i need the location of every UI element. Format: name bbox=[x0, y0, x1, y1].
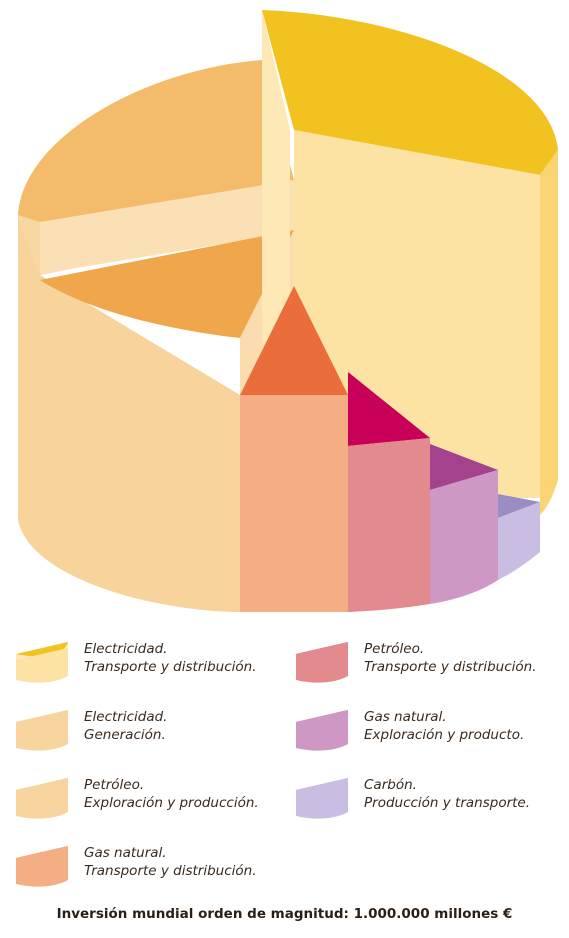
legend-item-gas-natural-transporte: Gas natural. Transporte y distribución. bbox=[14, 844, 257, 888]
legend-line1: Gas natural. bbox=[364, 709, 447, 725]
legend-item-carbon: Carbón. Producción y transporte. bbox=[294, 776, 530, 820]
legend-item-electricidad-transporte: Electricidad. Transporte y distribución. bbox=[14, 640, 257, 684]
legend-line1: Carbón. bbox=[364, 777, 417, 793]
legend-item-petroleo-transporte: Petróleo. Transporte y distribución. bbox=[294, 640, 537, 684]
legend-line1: Gas natural. bbox=[84, 845, 167, 861]
legend-line1: Electricidad. bbox=[84, 641, 168, 657]
legend-label: Petróleo. Exploración y producción. bbox=[84, 776, 259, 812]
legend-swatch bbox=[296, 642, 348, 683]
legend-line2: Transporte y distribución. bbox=[364, 659, 537, 675]
legend: Electricidad. Transporte y distribución.… bbox=[0, 630, 569, 900]
legend-label: Gas natural. Transporte y distribución. bbox=[84, 844, 257, 880]
legend-label: Electricidad. Transporte y distribución. bbox=[84, 640, 257, 676]
legend-swatch bbox=[296, 710, 348, 751]
legend-line2: Generación. bbox=[84, 727, 166, 743]
pie-slice-carbon bbox=[498, 494, 540, 580]
legend-line2: Exploración y producto. bbox=[364, 727, 525, 743]
legend-line2: Exploración y producción. bbox=[84, 795, 259, 811]
legend-item-petroleo-exploracion: Petróleo. Exploración y producción. bbox=[14, 776, 259, 820]
legend-label: Carbón. Producción y transporte. bbox=[364, 776, 530, 812]
legend-swatch bbox=[296, 778, 348, 819]
pie-slice-petroleo-transporte bbox=[348, 372, 430, 612]
legend-line2: Producción y transporte. bbox=[364, 795, 531, 811]
legend-label: Electricidad. Generación. bbox=[84, 708, 167, 744]
legend-item-gas-natural-exploracion: Gas natural. Exploración y producto. bbox=[294, 708, 524, 752]
legend-swatch bbox=[16, 846, 68, 887]
pie-slice-electricidad-generacion bbox=[18, 60, 294, 612]
legend-line1: Petróleo. bbox=[84, 777, 145, 793]
legend-line1: Petróleo. bbox=[364, 641, 425, 657]
legend-swatch bbox=[16, 642, 68, 683]
legend-item-electricidad-generacion: Electricidad. Generación. bbox=[14, 708, 167, 752]
legend-swatch bbox=[16, 778, 68, 819]
legend-line2: Transporte y distribución. bbox=[84, 659, 257, 675]
legend-label: Petróleo. Transporte y distribución. bbox=[364, 640, 537, 676]
legend-line2: Transporte y distribución. bbox=[84, 863, 257, 879]
pie-chart bbox=[18, 10, 558, 612]
legend-line1: Electricidad. bbox=[84, 709, 168, 725]
legend-swatch bbox=[16, 710, 68, 751]
pie-slice-gas-natural-exploracion bbox=[430, 444, 498, 604]
legend-label: Gas natural. Exploración y producto. bbox=[364, 708, 524, 744]
chart-footer: Inversión mundial orden de magnitud: 1.0… bbox=[56, 906, 513, 922]
pie-slice-gas-natural-transporte bbox=[240, 286, 348, 612]
